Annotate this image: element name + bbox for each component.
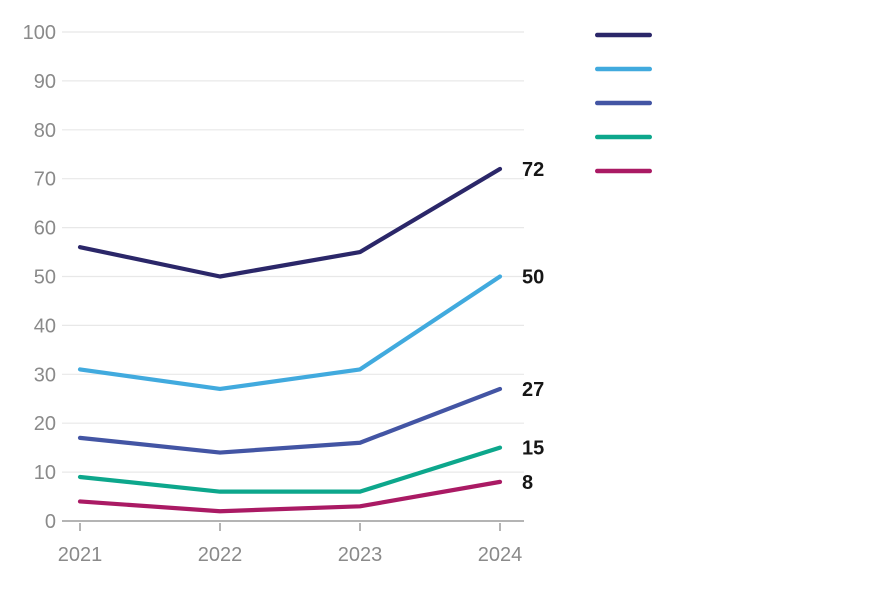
y-axis-label-100: 100	[23, 22, 56, 44]
legend-swatch-3	[595, 134, 652, 140]
y-axis-label-70: 70	[34, 169, 56, 191]
chart-line-series-teal	[77, 445, 503, 494]
y-axis-label-50: 50	[34, 267, 56, 289]
y-axis-label-10: 10	[34, 462, 56, 484]
value-label-series-magenta: 8	[522, 472, 533, 494]
y-axis-label-0: 0	[45, 511, 56, 533]
legend-swatch-4	[595, 168, 652, 174]
x-axis-label-2022: 2022	[198, 544, 243, 566]
y-axis-label-80: 80	[34, 120, 56, 142]
y-axis-label-40: 40	[34, 315, 56, 337]
y-axis-label-30: 30	[34, 364, 56, 386]
x-axis-label-2024: 2024	[478, 544, 523, 566]
chart-line-series-sky	[77, 274, 503, 392]
x-axis-label-2023: 2023	[338, 544, 383, 566]
legend-swatch-1	[595, 66, 652, 72]
value-label-series-sky: 50	[522, 267, 544, 289]
chart-line-series-slate	[77, 386, 503, 455]
chart-line-series-navy	[77, 166, 503, 279]
y-axis-label-60: 60	[34, 218, 56, 240]
legend-swatch-0	[595, 32, 652, 38]
value-label-series-navy: 72	[522, 159, 544, 181]
y-axis-label-90: 90	[34, 71, 56, 93]
value-label-series-slate: 27	[522, 379, 544, 401]
chart-line-series-magenta	[77, 479, 503, 514]
x-axis-label-2021: 2021	[58, 544, 103, 566]
legend-swatch-2	[595, 100, 652, 106]
value-label-series-teal: 15	[522, 438, 544, 460]
y-axis-label-20: 20	[34, 413, 56, 435]
